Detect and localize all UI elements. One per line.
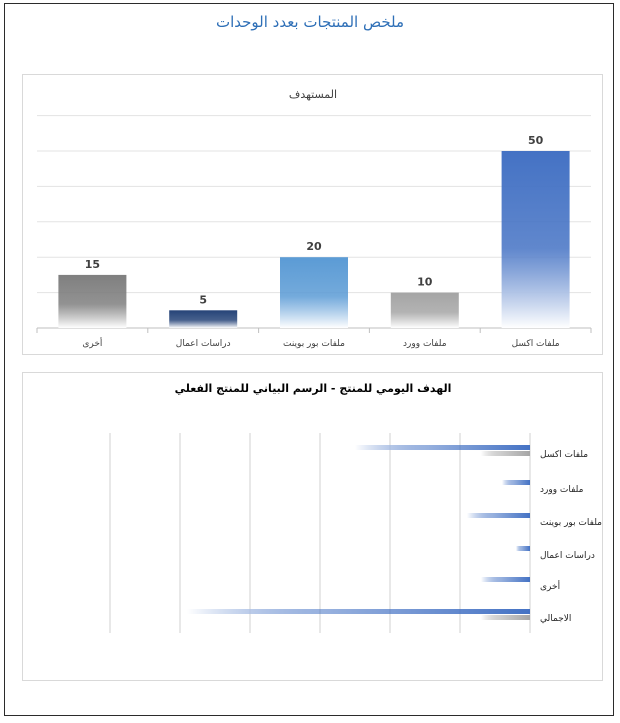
category-label: أخرى: [540, 580, 560, 592]
data-label: 10: [417, 276, 433, 289]
bar[interactable]: [187, 609, 530, 614]
data-label: 15: [85, 258, 100, 271]
target-bar-chart-svg: المستهدف 50 ملفات اكسل 10 ملفات وورد 20 ملفات…: [36, 88, 592, 349]
bar[interactable]: [58, 274, 127, 328]
daily-target-chart[interactable]: الهدف اليومي للمنتج - الرسم البياني للمن…: [22, 372, 603, 681]
bar[interactable]: [467, 513, 530, 518]
bar[interactable]: [481, 615, 530, 620]
bar[interactable]: [355, 445, 530, 450]
data-label: 5: [199, 293, 207, 306]
category-label: دراسات اعمال: [176, 339, 231, 349]
chart-title: المستهدف: [289, 88, 337, 101]
bar[interactable]: [501, 151, 570, 328]
category-label: ملفات وورد: [403, 339, 447, 349]
category-label: ملفات وورد: [540, 485, 584, 495]
bar[interactable]: [390, 292, 459, 328]
bar[interactable]: [169, 310, 238, 328]
category-label: أخرى: [82, 337, 102, 349]
category-label: ملفات اكسل: [512, 339, 560, 349]
page-frame: ملخص المنتجات بعدد الوحدات المستهدف 50 مل…: [4, 3, 614, 716]
category-label: دراسات اعمال: [540, 551, 595, 561]
bar[interactable]: [280, 257, 348, 328]
bar[interactable]: [481, 577, 530, 582]
page-title: ملخص المنتجات بعدد الوحدات: [215, 13, 405, 31]
data-label: 20: [306, 240, 322, 253]
bar[interactable]: [502, 480, 530, 485]
category-label: ملفات اكسل: [540, 450, 588, 460]
bar[interactable]: [481, 451, 530, 456]
target-bar-chart[interactable]: المستهدف 50 ملفات اكسل 10 ملفات وورد 20 ملفات…: [22, 74, 603, 355]
category-label: ملفات بور بوينت: [540, 518, 602, 528]
data-label: 50: [528, 134, 544, 147]
bar[interactable]: [516, 546, 530, 551]
chart-title: الهدف اليومي للمنتج - الرسم البياني للمن…: [175, 382, 452, 395]
category-label: ملفات بور بوينت: [283, 339, 345, 349]
category-label: الاجمالي: [540, 614, 571, 624]
daily-target-chart-svg: الهدف اليومي للمنتج - الرسم البياني للمن…: [109, 382, 602, 633]
